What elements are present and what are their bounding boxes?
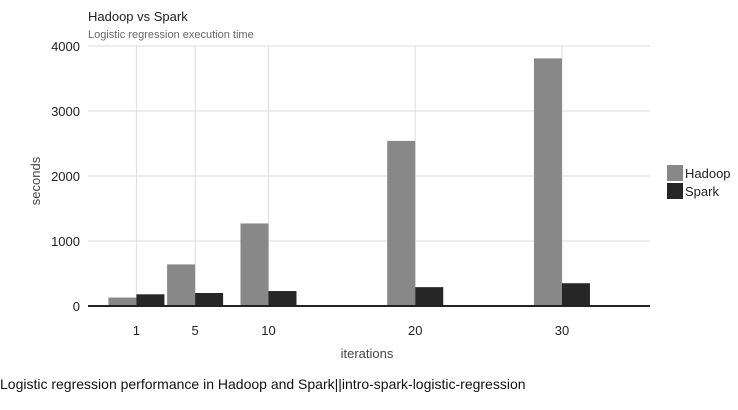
legend-swatch-spark	[667, 183, 683, 199]
bars	[108, 58, 590, 306]
y-tick-label: 4000	[51, 39, 80, 54]
y-tick-label: 0	[73, 299, 80, 314]
chart-subtitle: Logistic regression execution time	[88, 29, 254, 41]
bar-spark-10	[268, 291, 297, 306]
bar-spark-1	[136, 294, 165, 306]
x-tick-label: 10	[261, 323, 275, 338]
y-tick-label: 1000	[51, 234, 80, 249]
legend-swatch-hadoop	[667, 165, 683, 181]
bar-hadoop-5	[167, 264, 196, 306]
bar-hadoop-30	[533, 58, 562, 306]
x-tick-label: 20	[408, 323, 422, 338]
y-tick-labels: 0 1000 2000 3000 4000	[51, 39, 80, 314]
legend: Hadoop Spark	[667, 165, 731, 199]
bar-hadoop-10	[240, 223, 269, 306]
bar-hadoop-1	[108, 297, 137, 306]
chart-title: Hadoop vs Spark	[88, 9, 188, 24]
y-tick-label: 2000	[51, 169, 80, 184]
bar-spark-20	[415, 287, 444, 306]
x-tick-labels: 1 5 10 20 30	[133, 323, 569, 338]
legend-label-hadoop: Hadoop	[685, 166, 731, 181]
legend-label-spark: Spark	[685, 184, 719, 199]
bar-spark-30	[561, 283, 590, 306]
chart: 0 1000 2000 3000 4000 1 5 10 20 30 Hadoop vs Spa…	[28, 9, 731, 361]
y-tick-label: 3000	[51, 104, 80, 119]
x-tick-label: 30	[555, 323, 569, 338]
x-axis-label: iterations	[341, 346, 394, 361]
y-axis-label: seconds	[28, 156, 43, 205]
x-tick-label: 1	[133, 323, 140, 338]
figure-caption: Logistic regression performance in Hadoo…	[0, 376, 526, 392]
bar-spark-5	[195, 293, 224, 306]
x-tick-label: 5	[192, 323, 199, 338]
bar-hadoop-20	[387, 140, 416, 306]
